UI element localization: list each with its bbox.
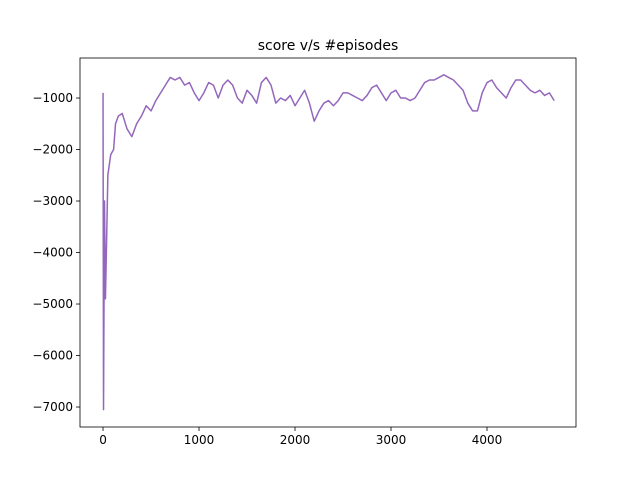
y-tick-label: −1000: [32, 91, 73, 105]
plot-frame: [79, 57, 577, 428]
x-tick-label: 1000: [184, 433, 215, 447]
x-tick-label: 4000: [472, 433, 503, 447]
y-tick-label: −3000: [32, 194, 73, 208]
y-tick-label: −7000: [32, 400, 73, 414]
y-tick-label: −5000: [32, 297, 73, 311]
line-series: [102, 74, 555, 411]
y-tick-label: −6000: [32, 349, 73, 363]
y-tick-label: −2000: [32, 143, 73, 157]
x-tick-label: 3000: [376, 433, 407, 447]
chart-title: score v/s #episodes: [258, 38, 399, 54]
x-tick-label: 2000: [280, 433, 311, 447]
y-tick-label: −4000: [32, 246, 73, 260]
x-tick-label: 0: [99, 433, 107, 447]
